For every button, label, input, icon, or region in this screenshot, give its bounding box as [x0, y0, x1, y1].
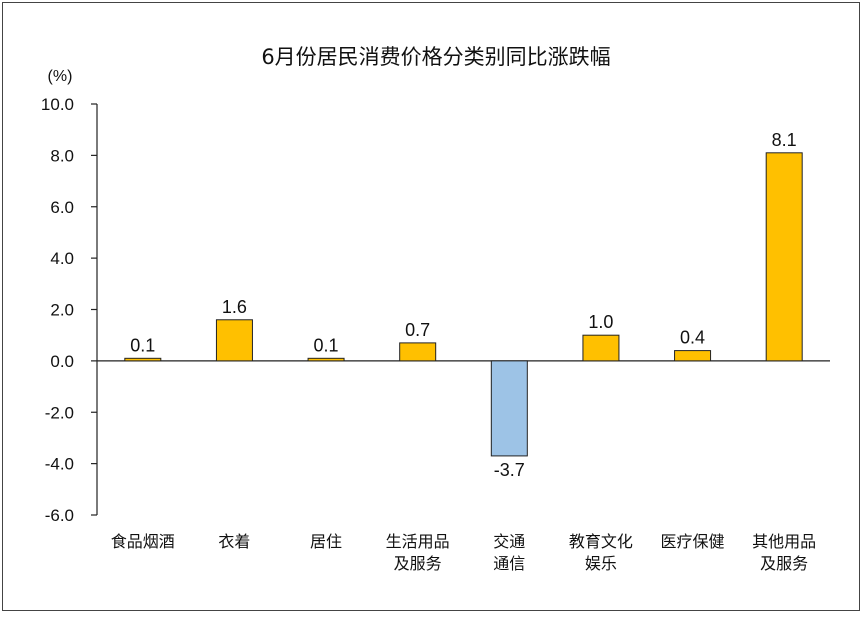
category-label: 居住 — [310, 532, 342, 551]
category-label: 通信 — [493, 554, 525, 573]
data-label: -3.7 — [494, 460, 525, 480]
chart-title: 6月份居民消费价格分类别同比涨跌幅 — [261, 45, 610, 69]
category-label: 生活用品 — [386, 532, 450, 551]
category-label: 娱乐 — [585, 554, 617, 573]
bar — [765, 152, 803, 362]
y-tick-label: 0.0 — [50, 352, 74, 371]
category-label: 教育文化 — [569, 532, 633, 551]
y-tick-label: -4.0 — [45, 455, 74, 474]
category-label: 交通 — [493, 532, 525, 551]
y-axis-unit: (%) — [48, 68, 73, 85]
bar — [490, 360, 528, 457]
data-label: 0.7 — [405, 320, 430, 340]
y-tick-label: 2.0 — [50, 301, 74, 320]
data-label: 0.1 — [314, 335, 339, 355]
data-label: 0.1 — [130, 335, 155, 355]
category-label: 衣着 — [218, 532, 250, 551]
category-label: 医疗保健 — [661, 532, 725, 551]
data-label: 1.6 — [222, 297, 247, 317]
bar — [124, 357, 162, 362]
category-label: 食品烟酒 — [111, 532, 175, 551]
category-label: 及服务 — [760, 554, 808, 573]
y-tick-label: -6.0 — [45, 506, 74, 525]
chart-frame — [2, 2, 860, 611]
y-tick-label: 4.0 — [50, 249, 74, 268]
bar — [307, 357, 345, 362]
category-label: 其他用品 — [752, 532, 816, 551]
bar — [215, 319, 253, 362]
category-label: 及服务 — [394, 554, 442, 573]
bar — [582, 334, 620, 362]
data-label: 8.1 — [772, 130, 797, 150]
y-tick-label: 8.0 — [50, 146, 74, 165]
data-label: 1.0 — [588, 312, 613, 332]
data-label: 0.4 — [680, 328, 705, 348]
bar — [674, 350, 712, 362]
y-tick-label: 6.0 — [50, 198, 74, 217]
y-tick-label: -2.0 — [45, 403, 74, 422]
bar — [399, 342, 437, 362]
y-tick-label: 10.0 — [41, 95, 74, 114]
